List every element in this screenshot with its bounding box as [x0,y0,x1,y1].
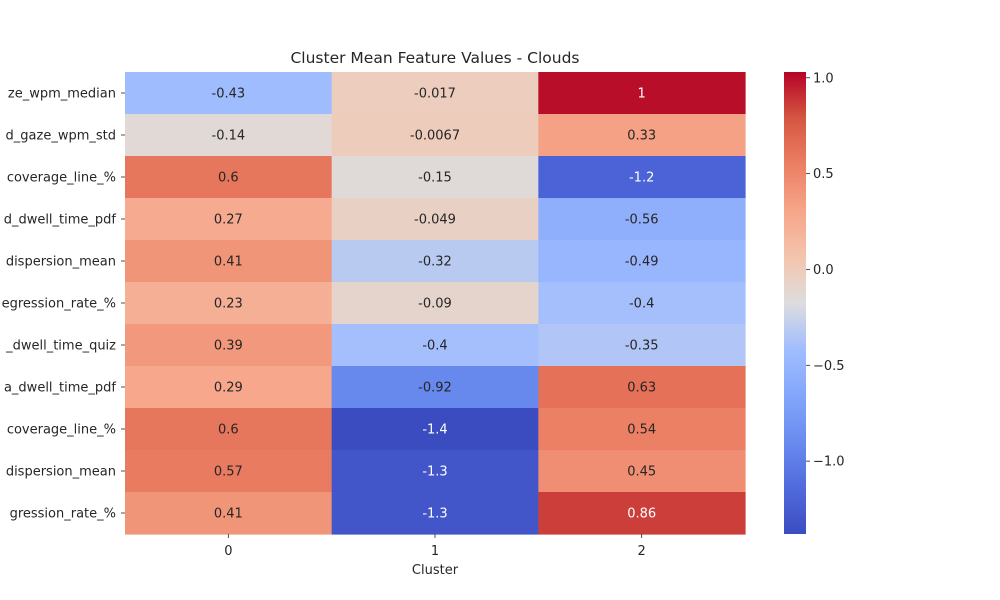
cell-value-label: -1.3 [422,507,447,522]
y-tick-label: egression_rate_% [2,297,116,312]
heatmap-cell [125,366,333,409]
cell-value-label: 0.39 [214,339,243,354]
heatmap-cell [125,156,333,199]
cell-value-label: -0.14 [212,129,246,144]
heatmap-cell [331,366,539,409]
heatmap-cell [331,282,539,325]
cell-value-label: -0.43 [212,87,246,102]
heatmap-cell [538,240,746,283]
x-tick-label: 0 [224,544,232,559]
heatmap-cell [125,240,333,283]
cell-value-label: 0.63 [627,381,656,396]
heatmap-cell [331,114,539,157]
cell-value-label: -1.4 [422,423,447,438]
heatmap-cell [538,408,746,451]
heatmap-cell [125,324,333,367]
heatmap-cell [538,156,746,199]
cell-value-label: -0.0067 [410,129,460,144]
cell-value-label: -0.15 [418,171,452,186]
cell-value-label: 0.33 [627,129,656,144]
cell-value-label: 0.41 [214,255,243,270]
heatmap-cell [538,282,746,325]
heatmap-cell [538,324,746,367]
colorbar-tick-label: −1.0 [813,455,845,470]
heatmap-cell [331,408,539,451]
y-tick-label: dispersion_mean [6,255,116,270]
cell-value-label: -0.92 [418,381,452,396]
y-tick-label: d_dwell_time_pdf [4,213,117,228]
x-tick-label: 1 [431,544,439,559]
heatmap-cell [331,492,539,535]
heatmap-cell [331,156,539,199]
heatmap-cell [538,198,746,241]
colorbar-tick-label: 1.0 [813,71,834,86]
heatmap-cell [331,198,539,241]
colorbar: 1.0 0.5 0.0 −0.5 −1.0 [784,71,845,534]
colorbar-tick-label: −0.5 [813,359,845,374]
cell-value-label: -0.09 [418,297,452,312]
cell-value-label: -0.049 [414,213,456,228]
cell-value-label: -0.017 [414,87,456,102]
cell-value-label: -0.49 [625,255,659,270]
cell-value-label: 0.6 [218,171,239,186]
cell-value-label: 0.57 [214,465,243,480]
cell-value-label: 0.41 [214,507,243,522]
heatmap-cell [538,450,746,493]
x-tick-labels: 0 1 2 [224,534,646,559]
heatmap-cell [331,72,539,115]
cell-value-label: 0.6 [218,423,239,438]
heatmap-cell [538,366,746,409]
cell-value-label: 1 [638,87,646,102]
y-tick-label: coverage_line_% [7,171,116,186]
heatmap-cell [538,492,746,535]
heatmap-cell [125,282,333,325]
heatmap-cell [125,492,333,535]
y-tick-labels: ze_wpm_median d_gaze_wpm_std coverage_line… [2,87,125,522]
cell-value-label: -0.32 [418,255,452,270]
heatmap-cell [331,324,539,367]
cell-value-label: 0.23 [214,297,243,312]
cell-value-label: -1.2 [629,171,654,186]
heatmap-cell [125,198,333,241]
heatmap-cells: -0.43 -0.017 1 -0.14 -0.0067 0.33 0.6 -0.15 -1.2… [125,72,746,535]
colorbar-tick-label: 0.5 [813,167,834,182]
colorbar-tick-label: 0.0 [813,263,834,278]
cell-value-label: -0.35 [625,339,659,354]
cell-value-label: -0.4 [422,339,447,354]
cell-value-label: 0.86 [627,507,656,522]
y-tick-label: dispersion_mean [6,465,116,480]
y-tick-label: _dwell_time_quiz [5,339,116,354]
y-tick-label: gression_rate_% [10,507,116,522]
cell-value-label: -0.4 [629,297,654,312]
heatmap-cell [125,408,333,451]
cell-value-label: -1.3 [422,465,447,480]
heatmap-cell [125,450,333,493]
x-tick-label: 2 [638,544,646,559]
heatmap-cell [125,114,333,157]
y-tick-label: a_dwell_time_pdf [4,381,116,396]
cell-value-label: 0.27 [214,213,243,228]
chart-title: Cluster Mean Feature Values - Clouds [290,49,579,67]
heatmap-cell [125,72,333,115]
cell-value-label: 0.29 [214,381,243,396]
y-tick-label: d_gaze_wpm_std [6,129,116,144]
cell-value-label: 0.54 [627,423,656,438]
heatmap-cell [331,240,539,283]
y-tick-label: coverage_line_% [7,423,116,438]
heatmap-cell [538,114,746,157]
y-tick-label: ze_wpm_median [8,87,116,102]
cell-value-label: -0.56 [625,213,659,228]
cell-value-label: 0.45 [627,465,656,480]
colorbar-gradient [784,72,806,534]
heatmap-cell [331,450,539,493]
heatmap-cell [538,72,746,115]
x-axis-label: Cluster [412,563,459,578]
